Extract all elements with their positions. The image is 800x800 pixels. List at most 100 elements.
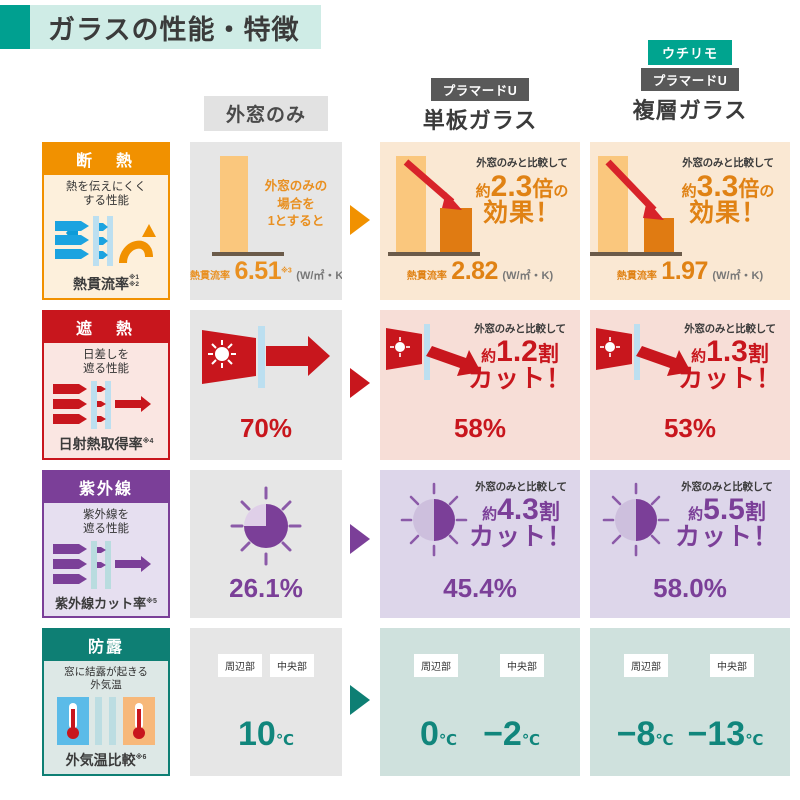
- temp-peripheral-unit: ℃: [438, 732, 458, 749]
- tag-plamado-u-double: プラマードU: [640, 68, 740, 91]
- metric-text: 熱貫流率: [73, 276, 130, 292]
- temp-peripheral-unit: ℃: [655, 732, 674, 749]
- shading-value-double-pane: 53%: [663, 413, 717, 443]
- row-label-insulation-title: 断 熱: [44, 144, 168, 175]
- cell-uv-double-pane: 外窓のみと比較して 約5.5割 カット！ 58.0%: [590, 470, 790, 618]
- arrow-triangle-insulation: [350, 205, 370, 235]
- title-band: ガラスの性能・特徴: [30, 5, 322, 49]
- metric-sup-1: ※6: [135, 754, 147, 762]
- metric-unit: (W/㎡・K): [296, 270, 342, 282]
- cell-insulation-double-pane: 外窓のみと比較して 約3.3倍の 効果！ 熱貫流率 1.97 (W/㎡・K): [590, 142, 790, 300]
- metric-unit: (W/㎡・K): [712, 270, 764, 282]
- row-label-shading: 遮 熱 日差しを 遮る性能: [42, 310, 170, 460]
- metric-label: 熱貫流率: [616, 271, 657, 282]
- shading-illustration: [44, 377, 168, 434]
- cell-insulation-outer-only: 外窓のみの 場合を 1とすると 熱貫流率 6.51※3 (W/㎡・K): [190, 142, 342, 300]
- insulation-illustration: [44, 209, 168, 274]
- metric-text: 外気温比較: [65, 752, 136, 768]
- zone-tag-central: 中央部: [710, 654, 754, 677]
- desc-line-1: 窓に結露が起きる: [64, 666, 148, 678]
- zone-tag-central: 中央部: [270, 654, 314, 677]
- metric-value-sup: ※3: [281, 267, 292, 275]
- cell-shading-single-pane: 外窓のみと比較して 約1.2割 カット！ 58%: [380, 310, 580, 460]
- desc-line-2: する性能: [83, 195, 129, 208]
- desc-line-1: 紫外線を: [83, 509, 129, 521]
- note-line-1: 外窓のみの: [264, 179, 328, 193]
- effect-text: カット！: [468, 523, 573, 551]
- ratio-number: 3.3: [696, 169, 739, 203]
- desc-line-2: 外気温: [90, 679, 122, 692]
- metric-sup-1: ※5: [146, 597, 157, 605]
- ratio-prefix: 約: [681, 182, 697, 200]
- column-header-single-pane-label: 単板ガラス: [422, 108, 538, 133]
- cell-condensation-double-pane: 周辺部 中央部 −8℃ −13℃: [590, 628, 790, 776]
- shading-value-single-pane: 58%: [453, 413, 507, 443]
- uv-illustration: [44, 537, 168, 593]
- desc-line-2: 遮る性能: [83, 363, 129, 376]
- temp-central-unit: ℃: [521, 732, 541, 749]
- column-header-double-pane-label: 複層ガラス: [632, 98, 748, 123]
- zone-tag-peripheral: 周辺部: [218, 654, 262, 677]
- ratio-prefix: 約: [691, 347, 707, 365]
- metric-label: 熱貫流率: [190, 271, 230, 282]
- cell-shading-double-pane: 外窓のみと比較して 約1.3割 カット！ 53%: [590, 310, 790, 460]
- metric-sup-1: ※4: [142, 438, 154, 446]
- column-header-outer-only: 外窓のみ: [190, 96, 342, 131]
- metric-value: 1.97: [661, 257, 708, 285]
- ratio-suffix: の: [759, 182, 775, 200]
- condensation-illustration: [44, 692, 168, 750]
- title-accent-bar: [0, 5, 30, 49]
- metric-unit: (W/㎡・K): [502, 270, 554, 282]
- zone-tag-central: 中央部: [500, 654, 544, 677]
- row-label-condensation-title: 防露: [44, 630, 168, 661]
- page-title: ガラスの性能・特徴: [0, 5, 322, 49]
- row-label-insulation-desc: 熱を伝えにくく する性能: [66, 180, 146, 209]
- desc-line-1: 日差しを: [83, 349, 129, 361]
- compare-note: 外窓のみと比較して: [476, 157, 568, 169]
- cell-shading-outer-only: 70%: [190, 310, 342, 460]
- metric-text: 紫外線カット率: [55, 596, 147, 611]
- cell-condensation-single-pane: 周辺部 中央部 0℃ −2℃: [380, 628, 580, 776]
- compare-note: 外窓のみと比較して: [681, 481, 773, 493]
- temp-peripheral-unit: ℃: [275, 732, 294, 749]
- effect-text: カット！: [677, 365, 782, 393]
- ratio-number: 1.2: [496, 334, 538, 368]
- cell-condensation-outer-only: 周辺部 中央部 10℃: [190, 628, 342, 776]
- cell-insulation-single-pane: 外窓のみと比較して 約2.3倍の 効果！ 熱貫流率 2.82 (W/㎡・K): [380, 142, 580, 300]
- cell-uv-single-pane: 外窓のみと比較して 約4.3割 カット！ 45.4%: [380, 470, 580, 618]
- compare-note: 外窓のみと比較して: [475, 481, 567, 493]
- metric-sup-2: ※2: [129, 280, 139, 288]
- row-label-condensation: 防露 窓に結露が起きる 外気温: [42, 628, 170, 776]
- effect-text: 効果！: [688, 199, 767, 227]
- uv-value-outer-only: 26.1%: [229, 573, 303, 603]
- note-line-2: 場合を: [277, 196, 315, 211]
- uv-value-single-pane: 45.4%: [443, 573, 517, 603]
- row-label-condensation-metric: 外気温比較※6: [66, 750, 147, 774]
- arrow-triangle-shading: [350, 368, 370, 398]
- row-label-uv-metric: 紫外線カット率※5: [55, 593, 157, 616]
- page-title-text: ガラスの性能・特徴: [48, 14, 300, 45]
- column-header-double-pane: ウチリモ プラマードU 複層ガラス: [590, 40, 790, 125]
- compare-note: 外窓のみと比較して: [474, 323, 566, 335]
- temp-central: −2: [483, 715, 522, 753]
- ratio-unit: 倍: [738, 177, 760, 201]
- temp-central: −13: [687, 715, 746, 753]
- ratio-prefix: 約: [475, 182, 491, 200]
- ratio-number: 4.3: [497, 492, 539, 526]
- metric-text: 日射熱取得率: [58, 436, 143, 452]
- row-label-insulation-metric: 熱貫流率 ※1 ※2: [73, 274, 139, 298]
- temp-peripheral: −8: [616, 715, 656, 753]
- row-label-insulation: 断 熱 熱を伝えにくく する性能: [42, 142, 170, 300]
- row-label-shading-desc: 日差しを 遮る性能: [83, 348, 129, 377]
- tag-plamado-u-single: プラマードU: [430, 78, 530, 101]
- metric-value: 6.51: [234, 257, 282, 285]
- ratio-prefix: 約: [482, 505, 498, 523]
- desc-line-1: 熱を伝えにくく: [65, 181, 147, 193]
- temp-central-unit: ℃: [745, 732, 764, 749]
- compare-note: 外窓のみと比較して: [684, 323, 776, 335]
- cell-uv-outer-only: 26.1%: [190, 470, 342, 618]
- ratio-number: 5.5: [703, 492, 745, 526]
- ratio-prefix: 約: [481, 347, 497, 365]
- ratio-prefix: 約: [688, 505, 704, 523]
- uv-value-double-pane: 58.0%: [653, 573, 727, 603]
